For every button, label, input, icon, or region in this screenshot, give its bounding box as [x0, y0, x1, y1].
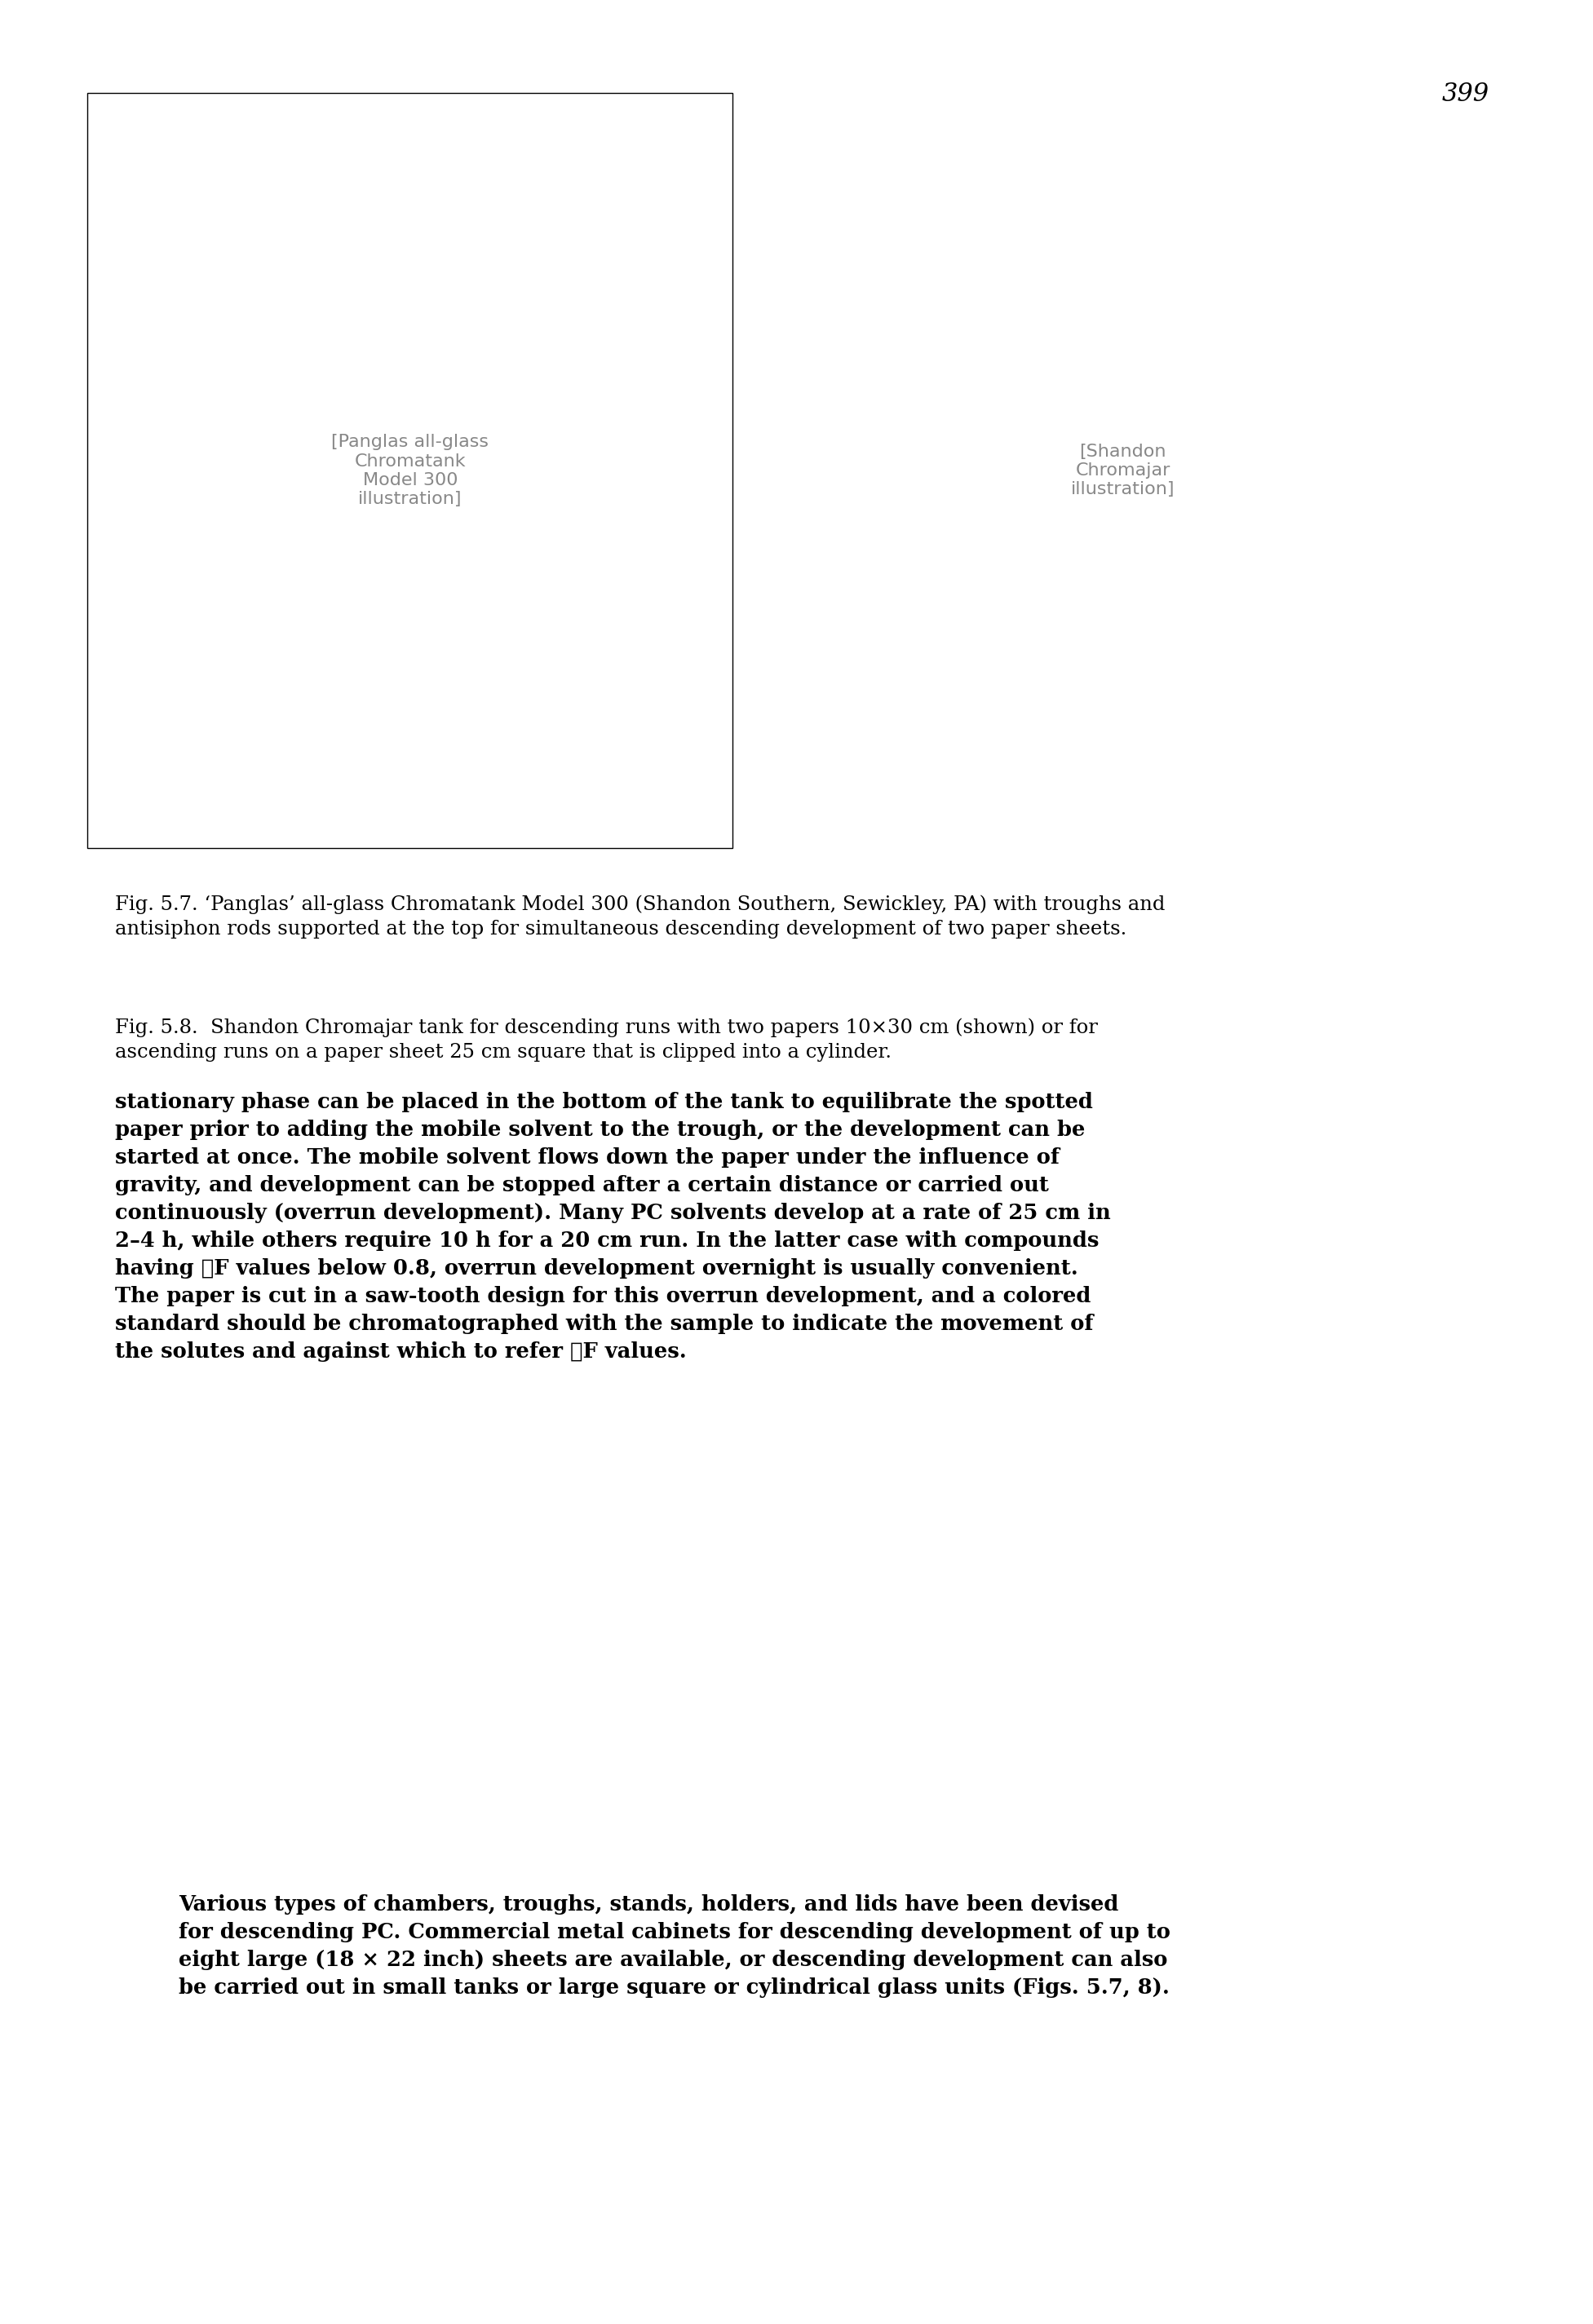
- Text: [Panglas all-glass
Chromatank
Model 300
illustration]: [Panglas all-glass Chromatank Model 300 …: [331, 435, 489, 507]
- Text: 399: 399: [1442, 81, 1489, 107]
- Text: [Shandon
Chromajar
illustration]: [Shandon Chromajar illustration]: [1070, 444, 1176, 497]
- Text: stationary phase can be placed in the bottom of the tank to equilibrate the spot: stationary phase can be placed in the bo…: [115, 1092, 1110, 1362]
- Text: Fig. 5.7. ‘Panglas’ all-glass Chromatank Model 300 (Shandon Southern, Sewickley,: Fig. 5.7. ‘Panglas’ all-glass Chromatank…: [115, 895, 1164, 939]
- FancyBboxPatch shape: [88, 93, 733, 848]
- Text: Various types of chambers, troughs, stands, holders, and lids have been devised
: Various types of chambers, troughs, stan…: [178, 1894, 1171, 1999]
- Text: Fig. 5.8.  Shandon Chromajar tank for descending runs with two papers 10×30 cm (: Fig. 5.8. Shandon Chromajar tank for des…: [115, 1018, 1098, 1062]
